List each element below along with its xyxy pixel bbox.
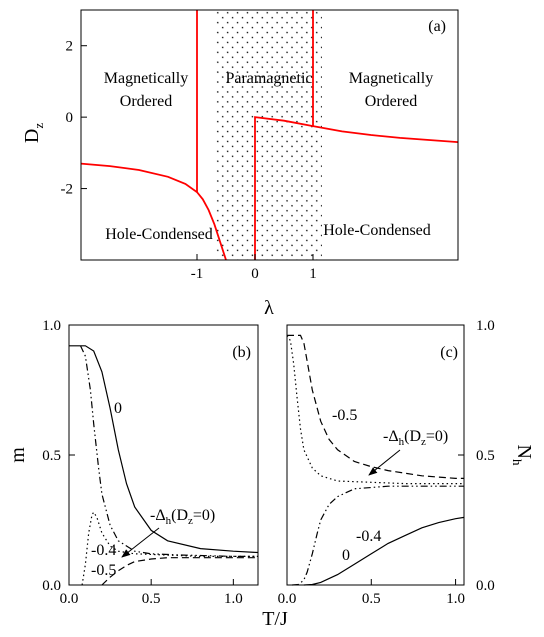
panel-c-label-curve-minus-0-5: -0.5: [332, 407, 357, 424]
region-label-magnetically-right: Magnetically: [349, 70, 433, 87]
panel-c-annotation-sub: h: [399, 436, 405, 448]
panel-b-xtick-label: 1.0: [224, 591, 243, 607]
panel-b-ytick-label: 0.5: [42, 448, 61, 464]
panel-a-ytick-label: 0: [66, 110, 74, 126]
panel-c-ylabel-main: N: [513, 445, 535, 459]
panel-c-ticks: 0.0 0.5 1.0 0.0 0.5 1.0: [278, 318, 495, 607]
panel-a-ytick-label: 2: [66, 39, 74, 55]
panel-c-ylabel: Nh: [510, 445, 535, 466]
panel-b-xtick-label: 0.0: [60, 591, 79, 607]
shared-xlabel: T/J: [262, 608, 288, 630]
panel-b-label-curve-minus-0-4: -0.4: [91, 542, 116, 559]
panel-b-xtick-label: 0.5: [142, 591, 161, 607]
panel-c-frame: [286, 324, 465, 586]
panel-c-curves: [286, 334, 465, 586]
panel-c-series-0: [303, 516, 465, 586]
panel-c-annotation-end: =0): [426, 428, 448, 445]
panel-c-label-curve-0: 0: [342, 547, 350, 564]
panel-b-ticks: 0.0 0.5 1.0 0.0 0.5 1.0: [42, 318, 242, 607]
region-label-hole-condensed-right: Hole-Condensed: [323, 222, 431, 239]
panel-a-frame: [80, 9, 459, 261]
panel-b-ylabel: m: [7, 447, 29, 463]
panel-c-xtick-label: 1.0: [446, 591, 465, 607]
panel-b-ytick-label: 0.0: [42, 578, 61, 594]
panel-b-annotation-tail: (D: [171, 507, 188, 524]
panel-b-series-0: [69, 345, 259, 554]
panel-b-label-curve-minus-0-5: -0.5: [91, 562, 116, 579]
panel-b-label-curve-0: 0: [114, 400, 122, 417]
panel-c-label: (c): [440, 344, 458, 361]
panel-a: -1 0 1 2 0 -2 Magnetically Ordered Paramagnet…: [21, 9, 459, 319]
panel-b-annotation-end: =0): [193, 507, 215, 524]
region-label-magnetically-left: Magnetically: [104, 70, 188, 87]
panel-a-label: (a): [428, 18, 446, 35]
panel-b-series-3: [81, 511, 258, 586]
panel-c-annotation-arrow: [368, 449, 401, 476]
panel-c-ytick-label: 1.0: [476, 318, 495, 334]
panel-a-xtick-label: 1: [309, 266, 317, 282]
panel-c-ytick-label: 0.5: [476, 448, 495, 464]
panel-a-ticks: -1 0 1 2 0 -2: [61, 39, 317, 282]
panel-b-series-1: [79, 345, 258, 557]
panel-c-annotation-tail: (D: [404, 428, 421, 445]
panel-c-annotation: -Δh(Dz=0): [383, 428, 448, 448]
panel-a-series-1: [254, 116, 459, 260]
panel-b: 0.0 0.5 1.0 0.0 0.5 1.0 (b) m 0 -0.4 -0.5 -Δh…: [7, 318, 259, 607]
panel-c-ylabel-sub: h: [510, 459, 525, 466]
panel-a-ylabel-sub: z: [31, 123, 46, 129]
region-label-hole-condensed-left: Hole-Condensed: [105, 226, 213, 243]
panel-a-xtick-label: -1: [191, 266, 204, 282]
panel-c-xtick-label: 0.0: [278, 591, 297, 607]
panel-b-annotation: -Δh(Dz=0): [150, 507, 215, 527]
region-label-paramagnetic: Paramagnetic: [225, 70, 312, 87]
panel-a-ytick-label: -2: [61, 182, 74, 198]
panel-b-annotation-arrow: [121, 527, 160, 558]
panel-a-ylabel: Dz: [21, 123, 46, 143]
panel-c: 0.0 0.5 1.0 0.0 0.5 1.0 (c) Nh -0.5 -0.4 0 -Δ…: [278, 318, 535, 607]
panel-c-xtick-label: 0.5: [362, 591, 381, 607]
panel-c-series-1: [292, 485, 464, 586]
panel-c-series-3: [286, 335, 464, 485]
panel-a-series-0: [80, 162, 227, 261]
panel-c-ytick-label: 0.0: [476, 578, 495, 594]
panel-b-curves: [69, 345, 259, 586]
panel-b-annotation-tail-sub: z: [188, 515, 193, 527]
panel-b-ytick-label: 1.0: [42, 318, 61, 334]
panel-c-annotation-main: -Δ: [383, 428, 399, 445]
region-label-ordered-left: Ordered: [120, 93, 172, 110]
panel-b-annotation-main: -Δ: [150, 507, 166, 524]
panel-a-curves: [80, 10, 459, 261]
panel-a-ylabel-main: D: [21, 129, 43, 143]
region-label-ordered-right: Ordered: [365, 93, 417, 110]
panel-a-xtick-label: 0: [251, 266, 259, 282]
panel-b-series-2: [101, 557, 258, 586]
panel-c-series-2: [287, 334, 464, 479]
panel-b-annotation-sub: h: [166, 515, 172, 527]
panel-a-shaded-region: [216, 10, 322, 260]
panel-c-annotation-tail-sub: z: [421, 436, 426, 448]
panel-a-xlabel: λ: [264, 297, 274, 319]
panel-c-label-curve-minus-0-4: -0.4: [356, 528, 381, 545]
panel-b-label: (b): [232, 344, 251, 361]
